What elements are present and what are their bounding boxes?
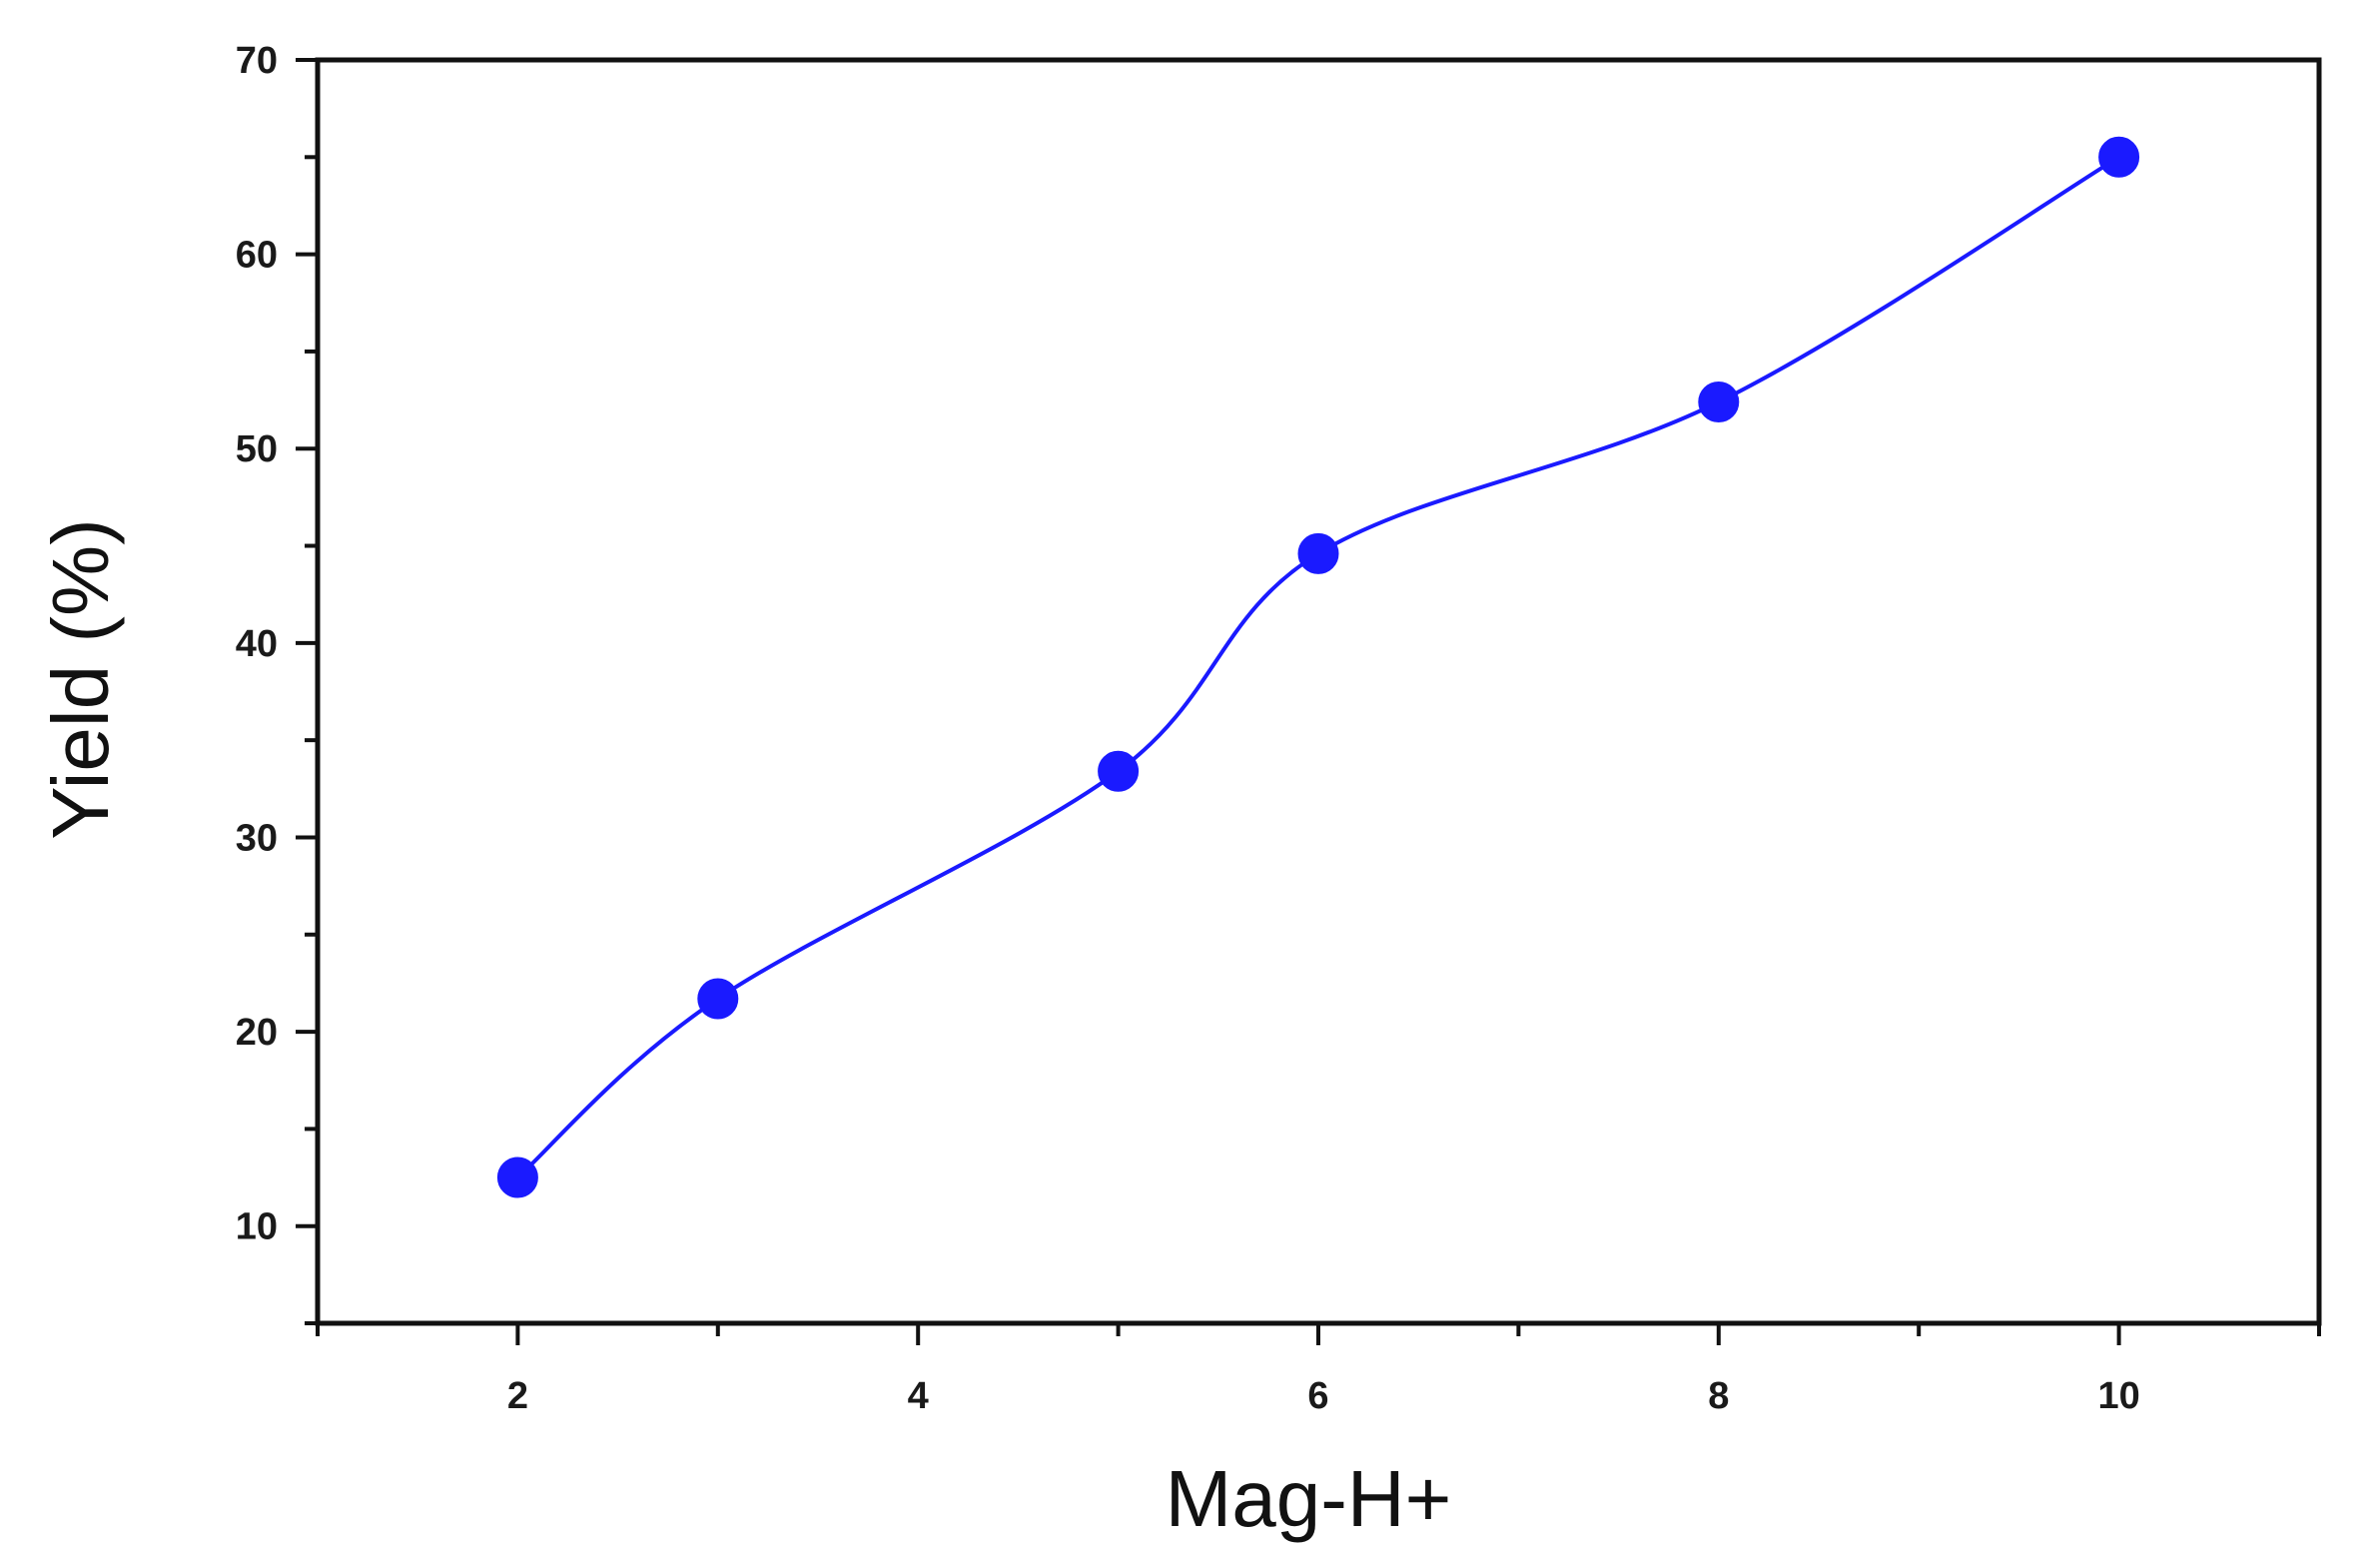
data-point bbox=[1297, 532, 1339, 574]
y-tick-label: 30 bbox=[236, 817, 278, 859]
x-tick-label: 6 bbox=[1307, 1375, 1328, 1417]
x-tick-label: 8 bbox=[1708, 1375, 1729, 1417]
y-tick-label: 10 bbox=[236, 1206, 278, 1248]
series-line bbox=[516, 155, 2120, 1179]
data-point bbox=[2098, 136, 2140, 178]
data-point bbox=[1698, 382, 1740, 423]
x-tick-label: 4 bbox=[908, 1375, 929, 1417]
y-tick-label: 60 bbox=[236, 235, 278, 277]
data-point bbox=[496, 1157, 538, 1198]
x-tick-label: 10 bbox=[2097, 1375, 2139, 1417]
data-point bbox=[697, 978, 739, 1020]
x-tick-label: 2 bbox=[507, 1375, 528, 1417]
y-tick-label: 50 bbox=[236, 428, 278, 470]
y-axis-title: Yield (%) bbox=[36, 518, 125, 840]
plot-frame bbox=[315, 57, 2322, 1326]
data-point bbox=[1098, 750, 1140, 792]
y-tick-label: 20 bbox=[236, 1012, 278, 1054]
y-tick-label: 70 bbox=[236, 40, 278, 82]
y-tick-label: 40 bbox=[236, 623, 278, 665]
x-axis-title: Mag-H+ bbox=[1166, 1454, 1452, 1543]
